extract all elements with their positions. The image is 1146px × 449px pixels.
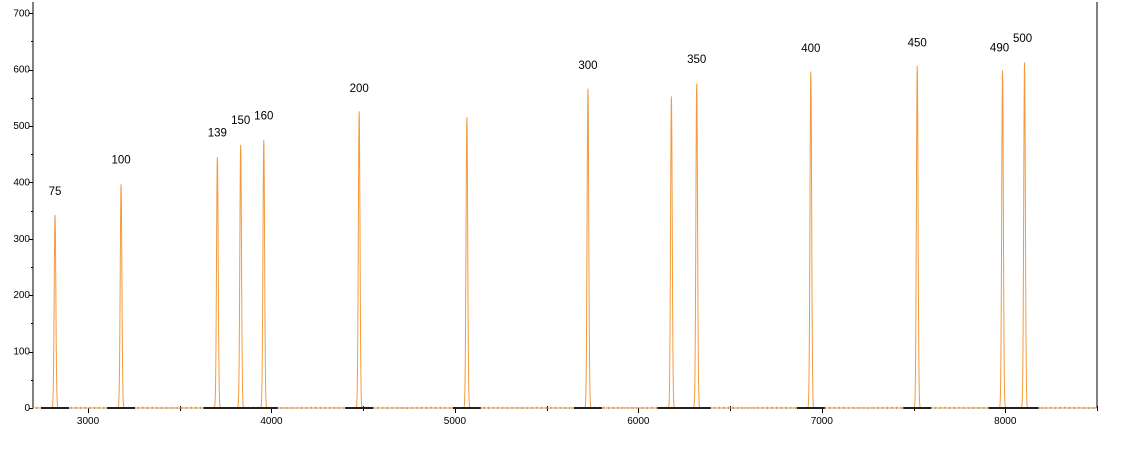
x-axis-ticks: 3000 4000 5000 6000 7000 8000 [77,406,1098,427]
peak-label: 139 [208,128,227,140]
peak-label: 400 [801,43,820,55]
y-tick-label: 100 [13,347,30,358]
y-tick-label: 200 [13,290,30,301]
peak-label: 160 [254,111,273,123]
x-tick-label: 8000 [994,416,1017,427]
trace-layer [32,62,1098,409]
peak-label: 450 [908,37,927,49]
y-tick-label: 700 [13,8,30,19]
chart-axes [32,2,1098,409]
y-tick-label: 300 [13,234,30,245]
y-tick-label: 500 [13,121,30,132]
signal-trace [32,62,1098,409]
peak-label: 100 [111,155,130,167]
x-tick-label: 6000 [627,416,650,427]
peak-label: 150 [231,115,250,127]
y-tick-label: 0 [24,403,30,414]
peak-label: 75 [49,186,62,198]
peak-label: 300 [578,60,597,72]
x-tick-label: 3000 [77,416,100,427]
x-tick-label: 7000 [811,416,834,427]
peak-label: 500 [1013,33,1032,45]
y-tick-label: 600 [13,65,30,76]
peak-label: 200 [350,83,369,95]
x-tick-label: 5000 [444,416,467,427]
y-tick-label: 400 [13,177,30,188]
y-axis-ticks: 0 100 200 300 400 500 600 700 [13,8,33,414]
x-tick-label: 4000 [260,416,283,427]
peak-label: 350 [687,54,706,66]
peak-label-layer: 75 100 139 150 160 200 300 350 400 450 490 500 [49,33,1033,198]
peak-label: 490 [990,42,1009,54]
